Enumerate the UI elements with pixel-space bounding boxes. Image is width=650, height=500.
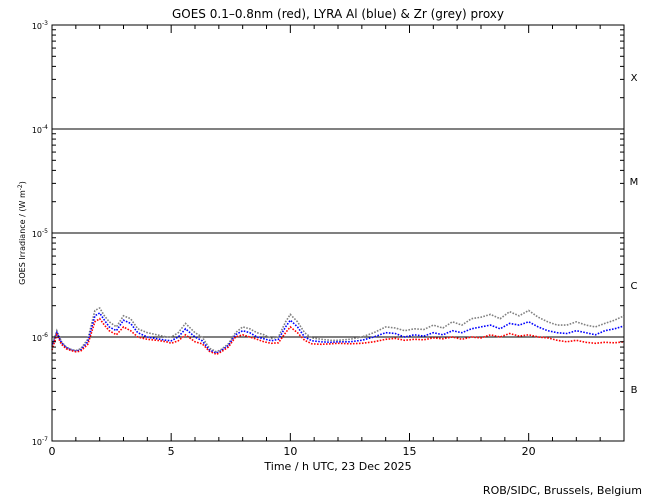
series-layer [51, 306, 625, 356]
y-axis: 10-3 10-4 10-5 10-6 10-7 [32, 20, 624, 447]
x-tick-label: 5 [168, 445, 175, 458]
chart-title: GOES 0.1–0.8nm (red), LYRA Al (blue) & Z… [172, 7, 504, 21]
x-tick-label: 10 [283, 445, 297, 458]
y-tick-label: 10-5 [32, 228, 48, 239]
x-tick-label: 15 [403, 445, 417, 458]
y-axis-label-sup: -2 [17, 184, 24, 190]
x-axis: 0 5 10 15 20 [49, 25, 601, 458]
y-tick-label: 10-7 [32, 436, 48, 447]
x-tick-label: 20 [522, 445, 536, 458]
series-line [51, 311, 625, 354]
y-axis-label-end: ) [18, 181, 27, 184]
y-axis-label-main: GOES Irradiance / (W m [18, 190, 27, 285]
y-tick-label: 10-6 [32, 332, 48, 343]
x-tick-label: 0 [49, 445, 56, 458]
flare-class-labels: X M C B [630, 73, 639, 396]
flare-threshold-lines [52, 128, 624, 338]
flare-class-label: B [631, 385, 638, 396]
credit-text: ROB/SIDC, Brussels, Belgium [482, 484, 642, 497]
y-axis-label: GOES Irradiance / (W m-2) [17, 181, 27, 285]
flare-class-label: X [631, 73, 638, 84]
flare-class-label: C [631, 281, 638, 292]
y-tick-label: 10-3 [32, 20, 48, 31]
flare-class-label: M [630, 177, 639, 188]
y-tick-label: 10-4 [32, 124, 48, 135]
x-axis-label: Time / h UTC, 23 Dec 2025 [263, 460, 411, 473]
series-line [51, 317, 625, 356]
series-line [51, 306, 625, 353]
